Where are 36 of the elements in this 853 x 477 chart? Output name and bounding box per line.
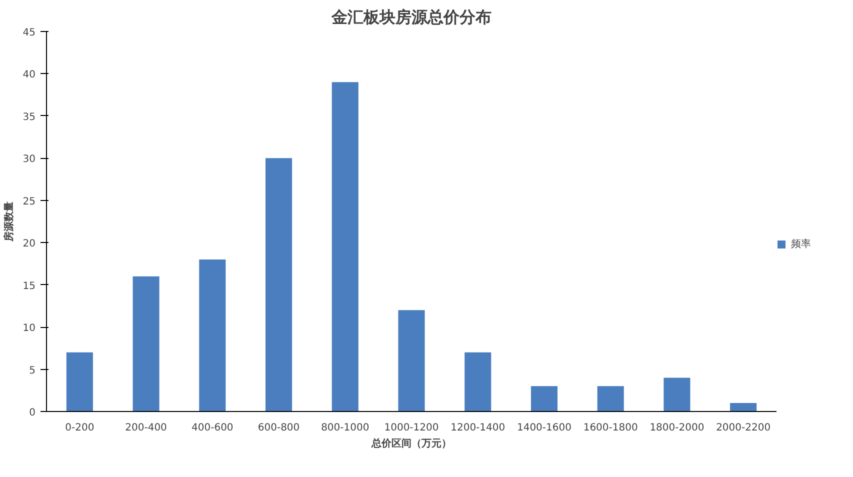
y-tick-label: 15 xyxy=(22,280,36,292)
x-tick-label: 1400-1600 xyxy=(516,422,572,434)
y-tick-label: 25 xyxy=(22,196,36,208)
x-tick-label: 1000-1200 xyxy=(384,422,439,434)
x-tick-label: 600-800 xyxy=(258,422,300,434)
y-tick-label: 10 xyxy=(22,323,36,334)
y-tick-label: 40 xyxy=(22,70,36,81)
bar xyxy=(464,352,492,412)
bar xyxy=(132,276,160,412)
bar xyxy=(530,386,558,412)
bar xyxy=(66,352,93,412)
bar xyxy=(398,310,425,412)
legend-label: 频率 xyxy=(791,238,811,251)
bar xyxy=(597,386,624,412)
y-tick-label: 30 xyxy=(22,154,36,166)
chart-title: 金汇板块房源总价分布 xyxy=(330,8,492,26)
bar xyxy=(664,378,690,412)
x-tick-label: 2000-2200 xyxy=(716,422,771,434)
y-tick-label: 45 xyxy=(22,28,36,38)
x-tick-label: 1200-1400 xyxy=(450,422,506,434)
x-tick-label: 1800-2000 xyxy=(650,422,704,434)
x-tick-label: 400-600 xyxy=(192,422,234,434)
x-tick-label: 0-200 xyxy=(65,422,94,434)
x-axis-title: 总价区间（万元） xyxy=(370,438,452,450)
y-tick-label: 0 xyxy=(29,408,36,418)
bar xyxy=(730,403,757,412)
bar xyxy=(332,82,358,412)
bar xyxy=(199,260,226,412)
bar xyxy=(266,158,292,412)
y-tick-label: 5 xyxy=(29,365,36,376)
x-tick-label: 200-400 xyxy=(125,422,167,434)
y-tick-label: 35 xyxy=(22,112,36,123)
y-axis-title: 房源数量 xyxy=(2,202,15,242)
x-tick-label: 800-1000 xyxy=(321,422,370,434)
y-tick-label: 20 xyxy=(22,238,36,250)
x-tick-label: 1600-1800 xyxy=(583,422,638,434)
